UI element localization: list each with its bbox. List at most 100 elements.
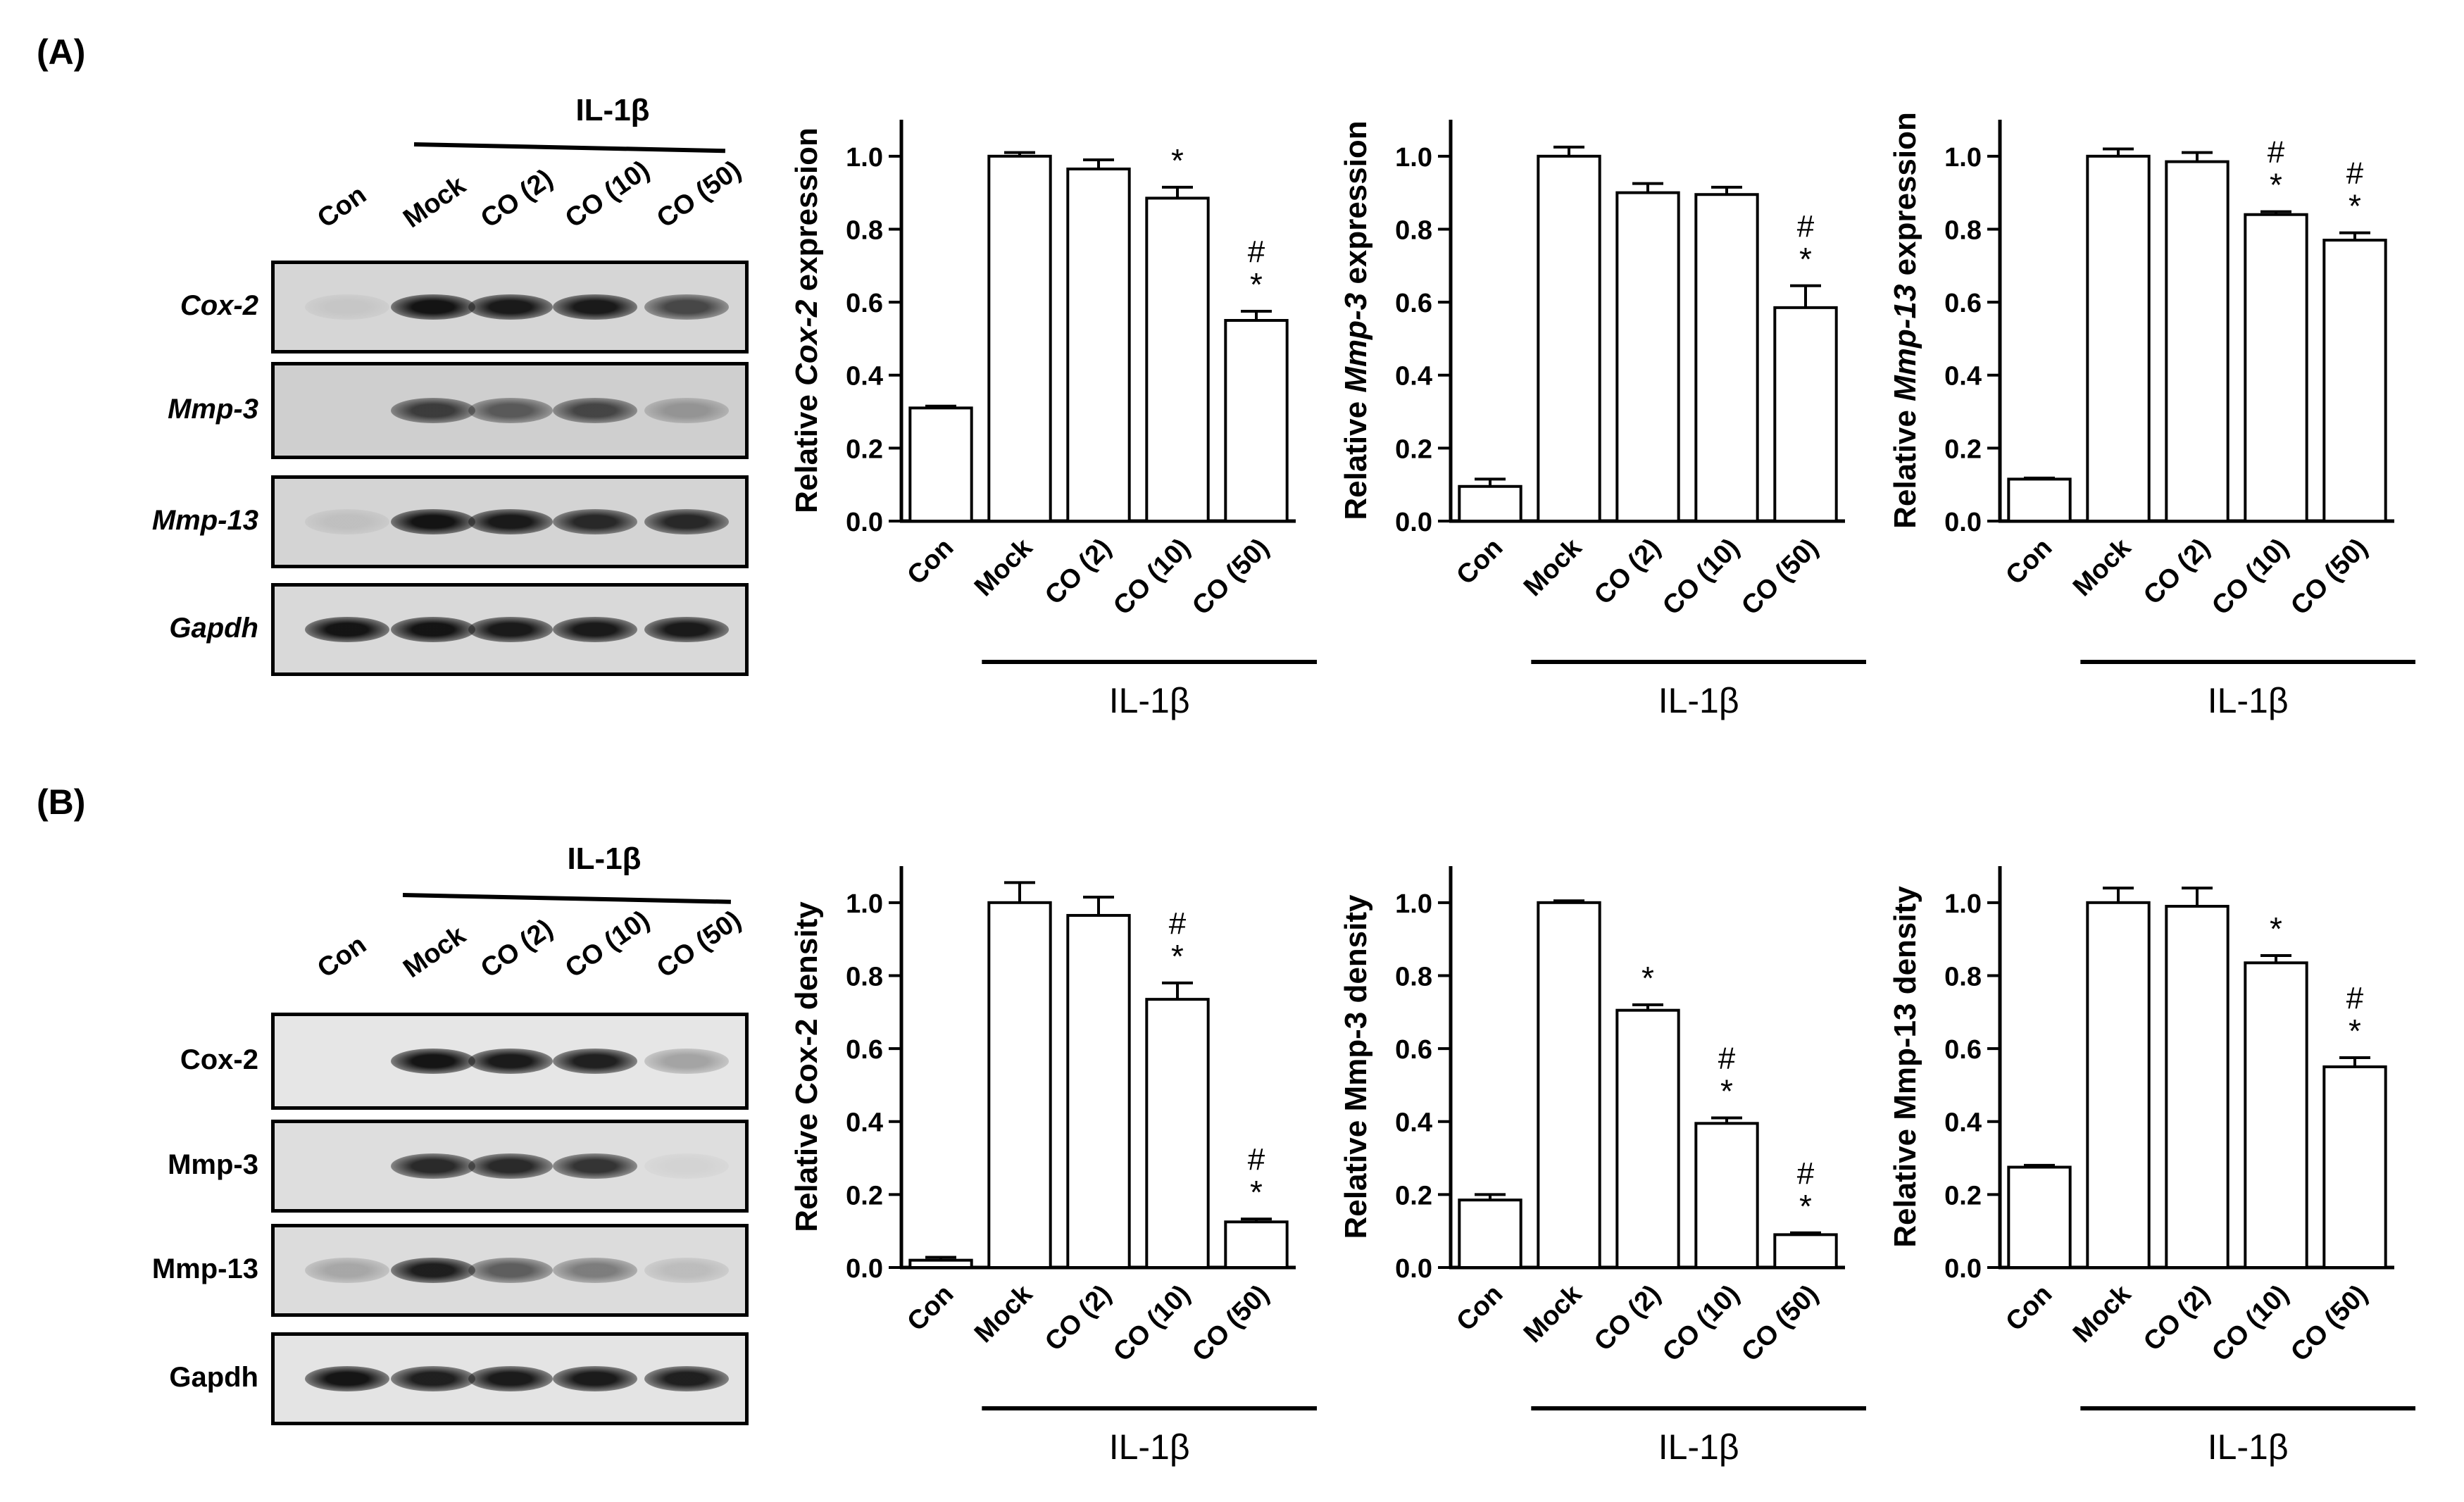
y-tick-label: 0.0: [1395, 508, 1432, 537]
x-tick-label-co-50: CO (50): [1736, 533, 1824, 621]
x-tick-label-mock: Mock: [1518, 1279, 1588, 1348]
bar-co-50: [1224, 1220, 1289, 1270]
chart-relative-mmp13-density: 0.0 0.2 0.4 0.6 0.8 1.0 Relative Mmp-13 densit…: [1888, 866, 2415, 1467]
band: [305, 617, 389, 642]
lane-label-co-50: CO (50): [651, 155, 747, 234]
band: [644, 617, 729, 642]
bar-co-2: [1615, 1008, 1680, 1269]
x-tick-label-co-2: CO (2): [2138, 533, 2215, 611]
significance-hash: #: [1797, 1156, 1815, 1191]
y-tick-label: 0.2: [1395, 1181, 1432, 1210]
band: [305, 509, 389, 534]
band: [305, 1366, 389, 1391]
band: [468, 1153, 553, 1179]
band: [553, 1049, 637, 1074]
x-tick-label-co-10: CO (10): [1657, 1279, 1745, 1368]
band: [553, 1258, 637, 1283]
y-axis-label: Relative Mmp-13 density: [1888, 886, 1922, 1248]
group-label: IL-1β: [1658, 681, 1739, 720]
chart-relative-mmp3-expression: 0.0 0.2 0.4 0.6 0.8 1.0 Relative Mmp-3 express…: [1339, 120, 1866, 720]
group-label: IL-1β: [1658, 1427, 1739, 1467]
y-axis-label: Relative Cox-2 density: [789, 901, 824, 1232]
band: [553, 1153, 637, 1179]
bar-con: [908, 406, 973, 523]
band: [468, 509, 553, 534]
bar-mock: [1537, 901, 1601, 1270]
band: [391, 509, 475, 534]
y-axis-label-prefix: Relative: [1888, 1120, 1922, 1248]
bar-co-10: [1145, 196, 1210, 522]
x-tick-label-con: Con: [1451, 1279, 1508, 1337]
gel-image-gapdh: [271, 583, 749, 676]
band: [553, 1366, 637, 1391]
significance-star: *: [1799, 241, 1812, 277]
significance-star: *: [1720, 1073, 1733, 1110]
y-axis-label-gene: Mmp-13: [1888, 1003, 1922, 1120]
band: [553, 509, 637, 534]
x-tick-label-mock: Mock: [2068, 532, 2137, 602]
y-tick-label: 0.0: [1944, 508, 1982, 537]
bar-co-50: [1224, 319, 1289, 522]
y-tick-label: 0.8: [1944, 962, 1982, 991]
bar-co-2: [2165, 160, 2230, 522]
x-tick-label-mock: Mock: [969, 532, 1039, 602]
significance-star: *: [1171, 938, 1184, 975]
gel-image-gapdh: [271, 1332, 749, 1425]
y-tick-label: 0.6: [1944, 289, 1982, 318]
y-tick-label: 1.0: [1944, 143, 1982, 173]
y-tick-label: 0.8: [846, 962, 883, 991]
gel-image-mmp-3: [271, 362, 749, 459]
y-tick-label: 0.0: [846, 508, 883, 537]
y-tick-label: 0.2: [1944, 434, 1982, 464]
band: [391, 1049, 475, 1074]
blot-header-line: [413, 142, 725, 154]
y-tick-label: 0.4: [1395, 362, 1432, 392]
y-axis-label-suffix: expression: [1888, 112, 1922, 284]
band: [468, 1366, 553, 1391]
significance-hash: #: [2346, 156, 2364, 191]
bar-mock: [987, 901, 1052, 1270]
x-tick-label-co-2: CO (2): [1039, 533, 1117, 611]
band: [553, 617, 637, 642]
x-tick-label-co-2: CO (2): [1589, 1279, 1666, 1357]
blot-header-label: IL-1β: [575, 93, 650, 127]
bar-co-10: [2244, 961, 2308, 1269]
chart-relative-mmp3-density: 0.0 0.2 0.4 0.6 0.8 1.0 Relative Mmp-3 density…: [1339, 866, 1866, 1467]
bar-con: [1458, 484, 1522, 522]
lane-label-co-10: CO (10): [560, 155, 656, 234]
y-tick-label: 0.4: [1944, 362, 1982, 392]
band: [391, 1366, 475, 1391]
x-tick-label-con: Con: [2000, 533, 2058, 591]
y-axis-label-prefix: Relative: [1888, 401, 1922, 529]
y-axis-label-gene: Cox-2: [789, 1019, 824, 1105]
significance-hash: #: [1248, 1142, 1265, 1177]
significance-hash: #: [2268, 135, 2285, 170]
y-axis-label-prefix: Relative: [1339, 393, 1373, 520]
x-tick-label-con: Con: [901, 1279, 959, 1337]
band: [305, 1258, 389, 1283]
blot-header-label: IL-1β: [567, 841, 642, 876]
bar-mock: [987, 154, 1052, 523]
significance-hash: #: [1718, 1041, 1736, 1076]
y-axis-label-suffix: expression: [1339, 120, 1373, 293]
band: [305, 294, 389, 320]
y-tick-label: 0.8: [1395, 215, 1432, 245]
y-tick-label: 0.4: [846, 362, 883, 392]
x-tick-label-co-50: CO (50): [2285, 1279, 2373, 1368]
significance-star: *: [1171, 142, 1184, 179]
y-axis-label-suffix: density: [789, 901, 824, 1019]
y-tick-label: 1.0: [1395, 143, 1432, 173]
y-tick-label: 0.2: [846, 434, 883, 464]
gel-image-mmp-3: [271, 1120, 749, 1213]
y-tick-label: 0.8: [1395, 962, 1432, 991]
band: [468, 1258, 553, 1283]
y-axis-label-gene: Cox-2: [789, 299, 824, 386]
x-tick-label-co-2: CO (2): [1039, 1279, 1117, 1357]
x-tick-label-co-10: CO (10): [1108, 533, 1196, 621]
band: [391, 1153, 475, 1179]
y-axis-label-gene: Mmp-13: [1888, 284, 1922, 401]
band: [644, 1153, 729, 1179]
x-tick-label-co-50: CO (50): [1736, 1279, 1824, 1368]
x-tick-label-con: Con: [901, 533, 959, 591]
bar-co-10: [2244, 213, 2308, 523]
